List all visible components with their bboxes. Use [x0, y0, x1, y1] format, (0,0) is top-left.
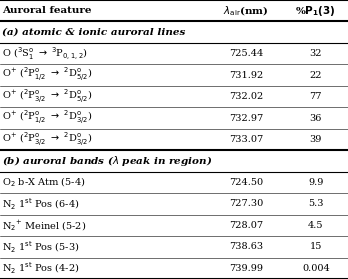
Text: 4.5: 4.5 — [308, 221, 324, 230]
Text: 77: 77 — [310, 92, 322, 101]
Text: O$^{+}$ ($^{2}$P$^{\rm o}_{3/2}$ $\rightarrow$ $^{2}$D$^{\rm o}_{3/2}$): O$^{+}$ ($^{2}$P$^{\rm o}_{3/2}$ $\right… — [2, 131, 92, 148]
Text: 9.9: 9.9 — [308, 178, 324, 187]
Text: $\lambda_{\rm air}$(nm): $\lambda_{\rm air}$(nm) — [223, 4, 269, 18]
Text: 732.97: 732.97 — [229, 114, 263, 122]
Text: 0.004: 0.004 — [302, 264, 330, 273]
Text: O$^{+}$ ($^{2}$P$^{\rm o}_{1/2}$ $\rightarrow$ $^{2}$D$^{\rm o}_{3/2}$): O$^{+}$ ($^{2}$P$^{\rm o}_{1/2}$ $\right… — [2, 109, 92, 127]
Text: 739.99: 739.99 — [229, 264, 263, 273]
Text: 22: 22 — [310, 71, 322, 80]
Text: O$^{+}$ ($^{2}$P$^{\rm o}_{3/2}$ $\rightarrow$ $^{2}$D$^{\rm o}_{5/2}$): O$^{+}$ ($^{2}$P$^{\rm o}_{3/2}$ $\right… — [2, 88, 92, 106]
Text: (a) atomic & ionic auroral lines: (a) atomic & ionic auroral lines — [2, 28, 185, 37]
Text: N$_{2}$ 1$^{\rm st}$ Pos (6-4): N$_{2}$ 1$^{\rm st}$ Pos (6-4) — [2, 196, 79, 211]
Text: %$\mathbf{P_1(3)}$: %$\mathbf{P_1(3)}$ — [295, 4, 336, 18]
Text: 36: 36 — [310, 114, 322, 122]
Text: 725.44: 725.44 — [229, 49, 263, 58]
Text: 733.07: 733.07 — [229, 135, 263, 144]
Text: O$^{+}$ ($^{2}$P$^{\rm o}_{1/2}$ $\rightarrow$ $^{2}$D$^{\rm o}_{5/2}$): O$^{+}$ ($^{2}$P$^{\rm o}_{1/2}$ $\right… — [2, 66, 92, 84]
Text: 727.30: 727.30 — [229, 199, 263, 208]
Text: 5.3: 5.3 — [308, 199, 324, 208]
Text: O ($^{3}$S$^{\rm o}_{1}$ $\rightarrow$ $^{3}$P$_{0,1,2}$): O ($^{3}$S$^{\rm o}_{1}$ $\rightarrow$ $… — [2, 45, 88, 62]
Text: N$_{2}$ 1$^{\rm st}$ Pos (4-2): N$_{2}$ 1$^{\rm st}$ Pos (4-2) — [2, 261, 79, 276]
Text: 15: 15 — [310, 242, 322, 251]
Text: N$_{2}$$^{+}$ Meinel (5-2): N$_{2}$$^{+}$ Meinel (5-2) — [2, 218, 86, 233]
Text: Auroral feature: Auroral feature — [2, 6, 91, 15]
Text: 32: 32 — [310, 49, 322, 58]
Text: 732.02: 732.02 — [229, 92, 263, 101]
Text: N$_{2}$ 1$^{\rm st}$ Pos (5-3): N$_{2}$ 1$^{\rm st}$ Pos (5-3) — [2, 239, 79, 254]
Text: (b) auroral bands ($\lambda$ peak in region): (b) auroral bands ($\lambda$ peak in reg… — [2, 154, 212, 168]
Text: O$_{2}$ b-X Atm (5-4): O$_{2}$ b-X Atm (5-4) — [2, 175, 85, 189]
Text: 731.92: 731.92 — [229, 71, 263, 80]
Text: 728.07: 728.07 — [229, 221, 263, 230]
Text: 738.63: 738.63 — [229, 242, 263, 251]
Text: 39: 39 — [310, 135, 322, 144]
Text: 724.50: 724.50 — [229, 178, 263, 187]
